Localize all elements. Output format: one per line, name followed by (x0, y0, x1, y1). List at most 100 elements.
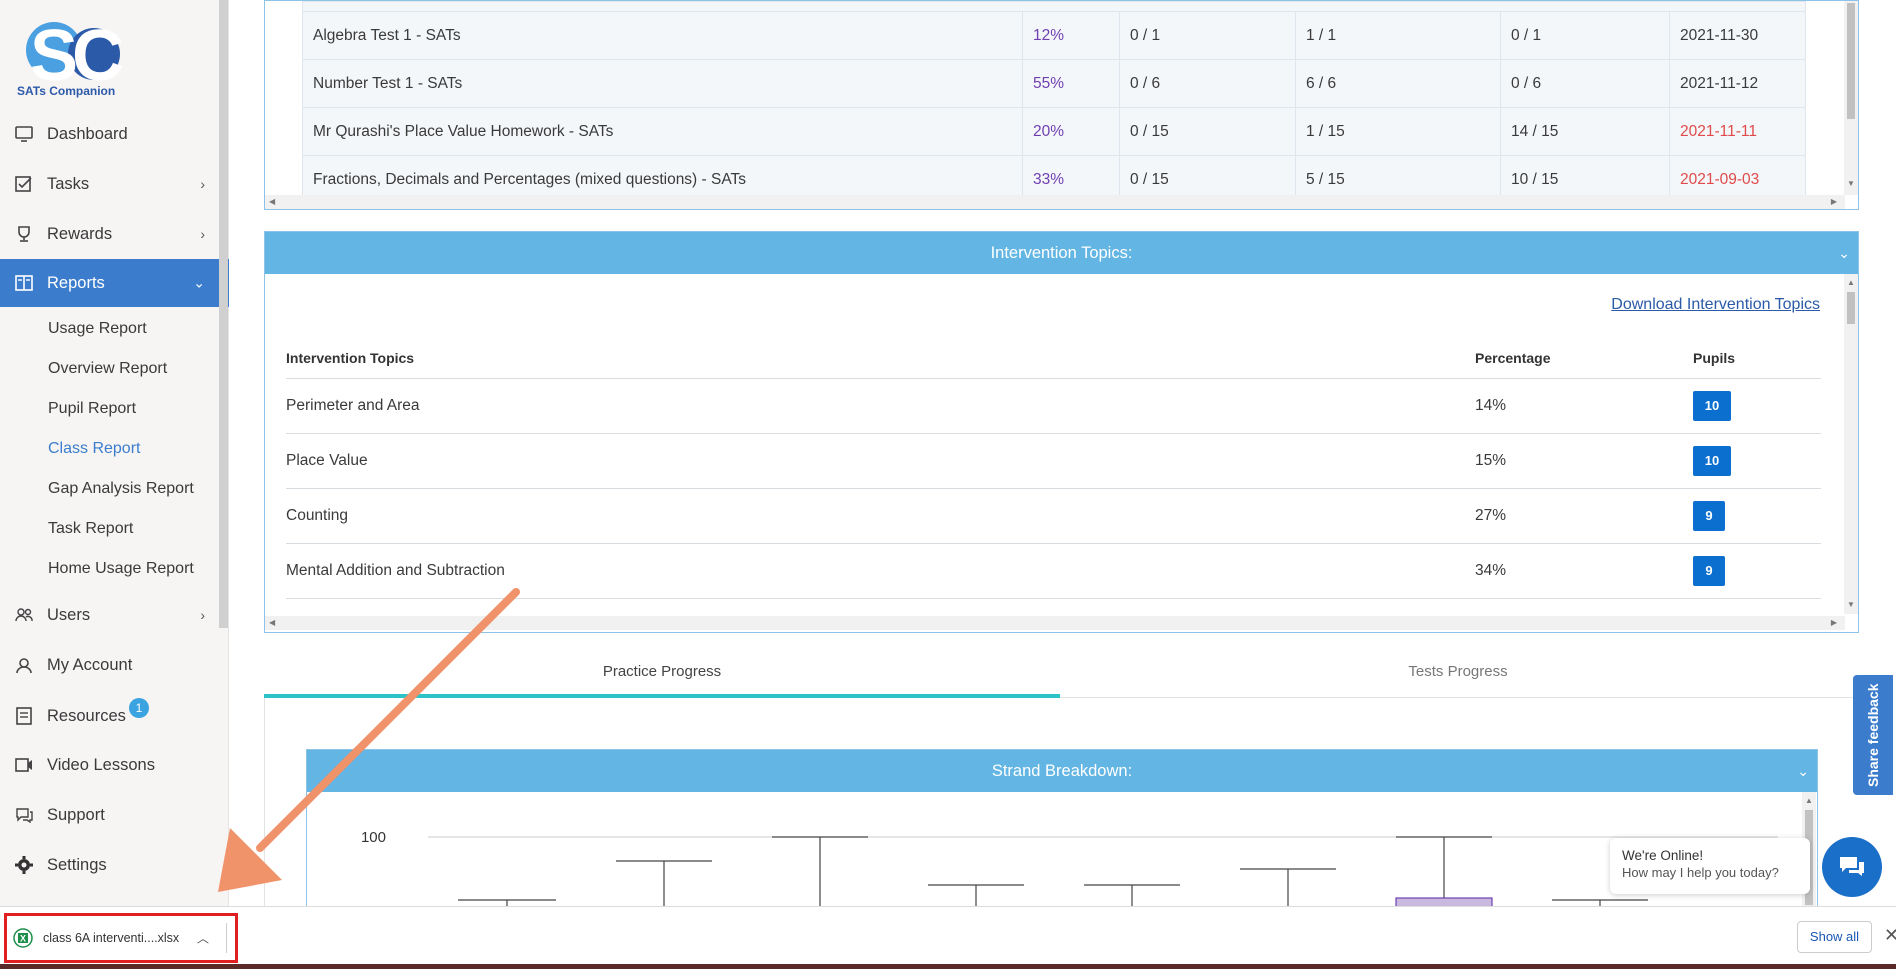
sidebar-subitem-task-report[interactable]: Task Report (48, 520, 134, 537)
test-count: 0 / 15 (1119, 107, 1296, 156)
sidebar-item-dashboard[interactable]: Dashboard (0, 110, 229, 158)
tab-tests-progress[interactable]: Tests Progress (1408, 663, 1508, 680)
scroll-thumb[interactable] (1847, 3, 1855, 119)
scroll-up-arrow-icon[interactable]: ▲ (1805, 796, 1813, 805)
pupils-count-button[interactable]: 9 (1693, 555, 1725, 586)
topic-name: Counting (286, 488, 1475, 544)
table-row[interactable]: Mental Addition and Subtraction 34% 9 (286, 543, 1821, 599)
sidebar-scrollbar[interactable] (219, 0, 228, 628)
sidebar-item-rewards[interactable]: Rewards › (0, 210, 229, 258)
test-date: 2021-11-12 (1669, 59, 1806, 108)
share-feedback-button[interactable]: Share feedback (1853, 675, 1893, 795)
chevron-up-icon[interactable]: ︿ (196, 931, 209, 946)
intervention-vertical-scrollbar[interactable]: ▲ ▼ (1844, 274, 1858, 614)
scroll-up-arrow-icon[interactable]: ▲ (1847, 278, 1855, 287)
chat-subtitle: How may I help you today? (1622, 865, 1779, 880)
taskbar-strip (0, 964, 1896, 969)
scroll-down-arrow-icon[interactable]: ▼ (1847, 600, 1855, 609)
svg-text:S: S (30, 16, 78, 96)
sidebar-item-label: Reports (47, 273, 105, 292)
test-count: 0 / 1 (1119, 11, 1296, 60)
close-icon[interactable]: ✕ (1884, 925, 1896, 945)
column-header[interactable]: Pupils (1693, 338, 1821, 379)
column-header[interactable]: Intervention Topics (286, 338, 1475, 379)
sidebar-item-users[interactable]: Users › (0, 591, 229, 639)
test-percentage: 20% (1022, 107, 1120, 156)
download-bar: X class 6A interventi....xlsx ︿ Show all… (0, 906, 1896, 969)
download-intervention-topics-link[interactable]: Download Intervention Topics (1611, 296, 1820, 313)
downloaded-file-name: class 6A interventi....xlsx (43, 931, 180, 945)
chat-greeting[interactable]: We're Online! How may I help you today? (1610, 838, 1810, 894)
monitor-icon (14, 124, 34, 144)
sidebar-subitem-pupil-report[interactable]: Pupil Report (48, 400, 137, 417)
scroll-left-arrow-icon[interactable]: ◀ (269, 618, 276, 627)
sats-companion-logo[interactable]: S C (16, 14, 126, 104)
topic-name: Place Value (286, 433, 1475, 489)
sidebar-subitem-home-usage-report[interactable]: Home Usage Report (48, 560, 194, 577)
sidebar-subitem-overview-report[interactable]: Overview Report (48, 360, 168, 377)
sidebar-item-my-account[interactable]: My Account (0, 641, 229, 689)
chevron-right-icon: › (200, 226, 205, 242)
sidebar-item-resources[interactable]: Resources (0, 692, 229, 740)
scroll-right-arrow-icon[interactable]: ▶ (1830, 197, 1837, 206)
topic-name: Perimeter and Area (286, 378, 1475, 434)
strand-header-title: Strand Breakdown: (991, 762, 1133, 780)
column-header[interactable]: Percentage (1475, 338, 1693, 379)
sidebar-item-label: Video Lessons (47, 755, 155, 774)
intervention-header[interactable]: Intervention Topics: ⌄ (265, 232, 1858, 274)
table-row[interactable]: Mr Qurashi's Place Value Homework - SATs… (302, 107, 1806, 156)
topic-name: Mental Addition and Subtraction (286, 543, 1475, 599)
table-row[interactable]: Number Test 1 - SATs 55% 0 / 6 6 / 6 0 /… (302, 59, 1806, 108)
sidebar-item-settings[interactable]: Settings (0, 841, 229, 889)
sidebar-item-tasks[interactable]: Tasks › (0, 160, 229, 208)
annotation-arrow (218, 588, 520, 892)
svg-text:X: X (20, 934, 26, 944)
intervention-header-title: Intervention Topics: (990, 244, 1133, 262)
sidebar-item-reports[interactable]: Reports ⌄ (0, 259, 229, 307)
show-all-downloads-button[interactable]: Show all (1797, 921, 1872, 953)
sidebar-item-label: Users (47, 605, 91, 624)
sidebar-subitem-class-report[interactable]: Class Report (48, 440, 141, 457)
test-date-overdue: 2021-11-11 (1669, 107, 1806, 156)
chat-title: We're Online! (1622, 848, 1704, 863)
table-row[interactable]: Counting 27% 9 (286, 488, 1821, 544)
tests-table-panel: Algebra Test 1 - SATs 12% 0 / 1 1 / 1 0 … (264, 0, 1859, 210)
sidebar-item-label: Resources (47, 706, 126, 725)
sidebar-subitem-usage-report[interactable]: Usage Report (48, 320, 147, 337)
tab-practice-progress[interactable]: Practice Progress (264, 654, 1060, 698)
table-row[interactable]: Place Value 15% 10 (286, 433, 1821, 489)
topic-percentage: 14% (1475, 378, 1693, 434)
pupils-count-button[interactable]: 9 (1693, 500, 1725, 531)
chevron-down-icon[interactable]: ⌄ (1838, 245, 1850, 261)
reports-icon (14, 273, 34, 293)
sidebar-item-label: Support (47, 805, 105, 824)
strand-header[interactable]: Strand Breakdown: ⌄ (307, 750, 1817, 792)
tasks-icon (14, 174, 34, 194)
pupils-count-button[interactable]: 10 (1693, 445, 1731, 476)
chevron-right-icon: › (200, 176, 205, 192)
sidebar-item-label: Dashboard (47, 124, 128, 143)
tests-horizontal-scrollbar[interactable]: ◀ ▶ (265, 195, 1845, 209)
chevron-down-icon[interactable]: ⌄ (1797, 763, 1809, 779)
scroll-down-arrow-icon[interactable]: ▼ (1847, 179, 1855, 188)
chevron-down-icon: ⌄ (193, 274, 205, 291)
sidebar-subitem-gap-analysis-report[interactable]: Gap Analysis Report (48, 480, 194, 497)
progress-tabs: Practice Progress Tests Progress (264, 654, 1859, 698)
tests-vertical-scrollbar[interactable]: ▼ (1844, 1, 1858, 195)
table-row[interactable]: Algebra Test 1 - SATs 12% 0 / 1 1 / 1 0 … (302, 11, 1806, 60)
scroll-left-arrow-icon[interactable]: ◀ (269, 197, 276, 206)
sidebar-item-video-lessons[interactable]: Video Lessons (0, 741, 229, 789)
downloaded-file-item[interactable]: X class 6A interventi....xlsx ︿ (4, 913, 238, 963)
table-row[interactable]: Perimeter and Area 14% 10 (286, 378, 1821, 434)
chat-launcher-button[interactable] (1822, 837, 1882, 897)
scroll-right-arrow-icon[interactable]: ▶ (1830, 618, 1837, 627)
users-icon (14, 605, 34, 625)
sidebar-item-support[interactable]: Support (0, 791, 229, 839)
resources-icon (14, 706, 34, 726)
tests-table: Algebra Test 1 - SATs 12% 0 / 1 1 / 1 0 … (302, 1, 1806, 204)
test-count: 1 / 15 (1295, 107, 1501, 156)
scroll-thumb[interactable] (1847, 292, 1855, 324)
pupils-count-button[interactable]: 10 (1693, 390, 1731, 421)
intervention-horizontal-scrollbar[interactable]: ◀ ▶ (265, 616, 1845, 630)
test-count: 1 / 1 (1295, 11, 1501, 60)
